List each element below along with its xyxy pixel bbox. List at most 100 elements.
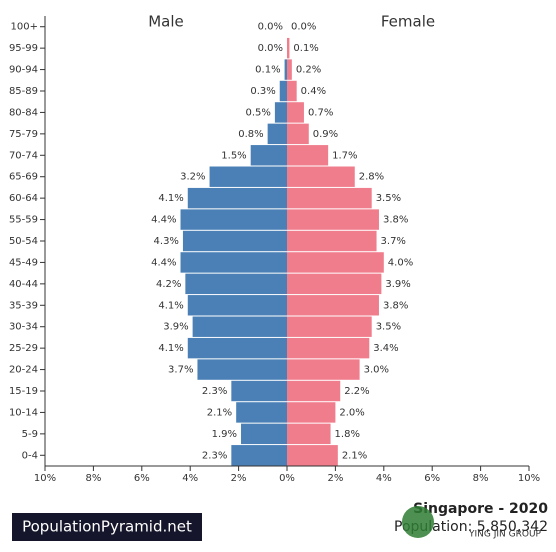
x-tick-label: 2%: [231, 473, 247, 484]
value-label: 4.1%: [158, 193, 183, 204]
x-tick-label: 6%: [424, 473, 440, 484]
value-label: 4.2%: [156, 279, 181, 290]
x-tick-label: 2%: [327, 473, 343, 484]
value-label: 3.2%: [180, 172, 205, 183]
male-bar: [187, 295, 287, 316]
x-tick-label: 10%: [34, 473, 56, 484]
value-label: 2.8%: [359, 172, 384, 183]
male-bar: [192, 316, 287, 337]
value-label: 2.1%: [342, 450, 367, 461]
male-bar: [180, 209, 287, 230]
y-tick-label: 90-94: [9, 65, 38, 76]
male-bar: [236, 402, 287, 423]
value-label: 3.4%: [373, 343, 398, 354]
value-label: 1.8%: [335, 429, 360, 440]
value-label: 0.8%: [238, 129, 263, 140]
value-label: 0.2%: [296, 65, 321, 76]
male-bar: [187, 337, 287, 359]
male-bar: [267, 123, 287, 145]
value-label: 0.0%: [291, 22, 316, 33]
value-label: 3.8%: [383, 300, 408, 311]
value-label: 2.2%: [344, 386, 369, 397]
female-bar: [287, 145, 329, 166]
value-label: 3.5%: [376, 193, 401, 204]
female-bar: [287, 295, 379, 316]
x-tick-label: 4%: [376, 473, 392, 484]
female-heading: Female: [381, 13, 435, 31]
source: PopulationPyramid.net: [22, 518, 192, 536]
female-bar: [287, 402, 336, 423]
value-label: 0.1%: [293, 43, 318, 54]
male-bar: [209, 166, 287, 187]
value-label: 0.4%: [301, 86, 326, 97]
value-label: 3.7%: [168, 365, 193, 376]
y-tick-label: 80-84: [9, 107, 38, 118]
value-label: 4.1%: [158, 343, 183, 354]
y-tick-label: 75-79: [9, 129, 38, 140]
y-tick-label: 65-69: [9, 172, 38, 183]
y-tick-label: 20-24: [9, 365, 38, 376]
value-label: 4.1%: [158, 300, 183, 311]
chart-title: Singapore - 2020: [413, 501, 548, 517]
female-bar: [287, 166, 355, 187]
y-tick-label: 70-74: [9, 150, 38, 161]
female-bar: [287, 230, 377, 252]
y-tick-label: 35-39: [9, 300, 38, 311]
male-bar: [187, 187, 287, 209]
y-tick-label: 40-44: [9, 279, 38, 290]
female-bar: [287, 123, 309, 145]
female-bar: [287, 80, 297, 102]
female-bar: [287, 187, 372, 209]
value-label: 4.4%: [151, 215, 176, 226]
y-tick-label: 95-99: [9, 43, 38, 54]
value-label: 4.3%: [154, 236, 179, 247]
y-tick-label: 5-9: [22, 429, 38, 440]
y-tick-label: 100+: [11, 22, 38, 33]
value-label: 2.0%: [339, 407, 364, 418]
male-bar: [250, 145, 287, 166]
male-bar: [197, 359, 287, 380]
female-bar: [287, 59, 292, 80]
y-tick-label: 55-59: [9, 215, 38, 226]
watermark: YING JIN GROUP: [468, 530, 542, 540]
y-tick-label: 60-64: [9, 193, 38, 204]
female-bar: [287, 359, 360, 380]
value-label: 3.7%: [381, 236, 406, 247]
female-bar: [287, 252, 384, 273]
y-tick-label: 30-34: [9, 322, 38, 333]
value-label: 0.5%: [245, 107, 270, 118]
x-tick-label: 6%: [134, 473, 150, 484]
male-bar: [231, 380, 287, 402]
female-bar: [287, 380, 341, 402]
male-bar: [185, 273, 287, 295]
y-tick-label: 50-54: [9, 236, 38, 247]
value-label: 3.9%: [385, 279, 410, 290]
value-label: 2.3%: [202, 386, 227, 397]
female-bar: [287, 423, 331, 445]
watermark-logo: [402, 506, 434, 538]
value-label: 1.7%: [332, 150, 357, 161]
y-tick-label: 85-89: [9, 86, 38, 97]
value-label: 0.7%: [308, 107, 333, 118]
value-label: 3.5%: [376, 322, 401, 333]
value-label: 4.4%: [151, 257, 176, 268]
y-tick-label: 15-19: [9, 386, 38, 397]
value-label: 4.0%: [388, 257, 413, 268]
male-heading: Male: [148, 13, 184, 31]
x-tick-label: 8%: [473, 473, 489, 484]
value-label: 2.1%: [207, 407, 232, 418]
value-label: 1.9%: [212, 429, 237, 440]
male-bar: [231, 445, 287, 466]
male-bar: [182, 230, 287, 252]
x-tick-label: 0%: [279, 473, 295, 484]
y-tick-label: 25-29: [9, 343, 38, 354]
female-bar: [287, 209, 379, 230]
value-label: 0.1%: [255, 65, 280, 76]
y-tick-label: 10-14: [9, 407, 38, 418]
male-bar: [241, 423, 287, 445]
female-bar: [287, 37, 290, 59]
male-bar: [180, 252, 287, 273]
female-bar: [287, 445, 338, 466]
x-tick-label: 4%: [182, 473, 198, 484]
